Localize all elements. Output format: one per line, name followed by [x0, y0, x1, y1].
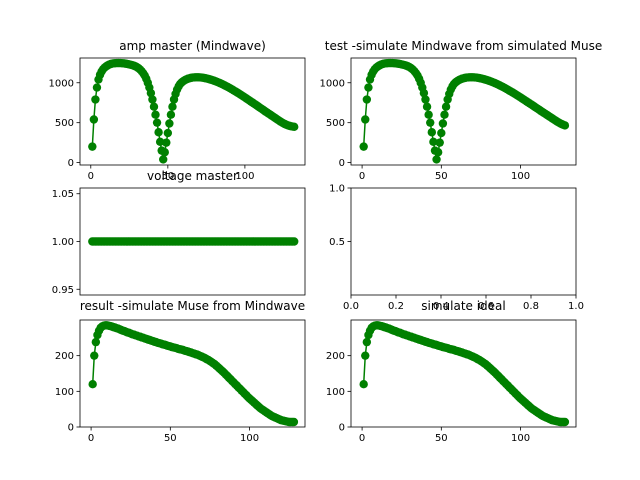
data-point: [162, 138, 171, 147]
x-tick-label: 50: [435, 171, 448, 182]
y-tick-label: 0.5: [329, 237, 345, 248]
data-point: [91, 95, 100, 104]
subplot-voltage: 0.95 1.00 1.05 voltage master: [52, 169, 306, 296]
axes-frame: [350, 57, 577, 166]
y-tick-label: 1.00: [52, 237, 74, 248]
x-tick-label: 0: [359, 171, 365, 182]
data-point: [146, 88, 156, 98]
y-tick-label: 100: [55, 387, 74, 398]
data-point: [152, 118, 162, 127]
y-tick-label: 0: [68, 423, 74, 434]
data-point: [89, 115, 99, 124]
x-tick-label: 0.2: [388, 301, 404, 312]
y-tick-label: 1000: [320, 78, 345, 89]
x-tick-label: 100: [511, 433, 530, 444]
data-point: [155, 137, 165, 147]
x-tick-label: 1.0: [568, 301, 584, 312]
x-tick-label: 0: [88, 171, 94, 182]
x-tick-label: 100: [235, 171, 254, 182]
y-tick-label: 500: [326, 118, 345, 129]
data-point: [290, 122, 299, 132]
data-point: [429, 137, 438, 147]
data-point: [154, 128, 163, 137]
subplot-title: result -simulate Muse from Mindwave: [80, 299, 305, 313]
data-point: [422, 102, 432, 111]
y-tick-label: 1.05: [52, 189, 74, 200]
data-point: [166, 110, 176, 119]
y-tick-label: 0: [68, 158, 74, 169]
x-tick-label: 0.0: [343, 301, 359, 312]
data-point: [362, 95, 372, 104]
data-point: [160, 148, 169, 157]
data-point: [148, 95, 157, 104]
data-point: [362, 337, 372, 347]
x-tick-label: 0.6: [478, 301, 494, 312]
data-point: [149, 102, 159, 111]
subplot-ideal: 0 50 100 0 100 200 simulate ideal: [326, 299, 577, 444]
data-point: [361, 115, 370, 124]
data-point: [433, 148, 443, 157]
data-point: [168, 102, 177, 111]
data-point: [560, 417, 570, 427]
data-point: [438, 119, 448, 128]
y-tick-label: 200: [55, 351, 74, 362]
subplot-title: voltage master: [147, 169, 238, 183]
subplot-result: 0 50 100 0 100 200 result -simulate Muse from …: [55, 299, 306, 444]
data-point: [92, 83, 102, 92]
data-point: [361, 351, 370, 360]
subplot-title: amp master (Mindwave): [119, 39, 266, 53]
subplot-title: simulate ideal: [421, 299, 506, 313]
subplot-title: test -simulate Mindwave from simulated M…: [325, 39, 602, 53]
subplot-empty: 0.0 0.2 0.4 0.6 0.8 1.0 0.5 1.0: [329, 184, 584, 313]
y-tick-label: 0.95: [52, 285, 74, 296]
data-point: [435, 138, 444, 147]
y-tick-label: 100: [326, 387, 345, 398]
y-tick-label: 200: [326, 351, 345, 362]
x-tick-label: 50: [161, 171, 174, 182]
data-point: [424, 110, 433, 119]
data-point: [359, 142, 368, 151]
x-tick-label: 0.8: [523, 301, 539, 312]
x-tick-label: 50: [164, 433, 177, 444]
x-tick-label: 0.4: [433, 301, 449, 312]
data-point: [426, 118, 435, 127]
data-point: [88, 142, 97, 151]
data-point: [88, 380, 97, 389]
x-tick-label: 0: [359, 433, 365, 444]
data-point: [91, 337, 101, 347]
y-tick-label: 500: [55, 118, 74, 129]
data-point: [440, 110, 449, 119]
y-tick-label: 0: [339, 158, 345, 169]
x-tick-label: 0: [88, 433, 94, 444]
axes-frame: [350, 319, 577, 428]
data-point: [419, 88, 429, 98]
data-point: [290, 237, 299, 246]
data-point: [437, 128, 446, 138]
axes-frame: [79, 57, 306, 166]
data-point: [159, 155, 168, 164]
data-point: [165, 119, 174, 128]
data-point: [441, 102, 451, 111]
y-tick-label: 1.0: [329, 184, 345, 195]
data-point: [364, 83, 373, 92]
y-tick-label: 0: [339, 423, 345, 434]
data-point: [90, 351, 99, 360]
data-point: [560, 121, 570, 130]
axes-frame: [79, 319, 306, 428]
data-point: [432, 155, 441, 164]
data-point: [427, 128, 437, 137]
data-point: [359, 380, 368, 389]
x-tick-label: 100: [511, 171, 530, 182]
x-tick-label: 50: [435, 433, 448, 444]
x-tick-label: 100: [240, 433, 259, 444]
data-point: [421, 95, 430, 104]
data-point: [163, 128, 173, 138]
data-point: [289, 417, 299, 427]
y-tick-label: 1000: [49, 78, 74, 89]
data-point: [151, 110, 160, 119]
